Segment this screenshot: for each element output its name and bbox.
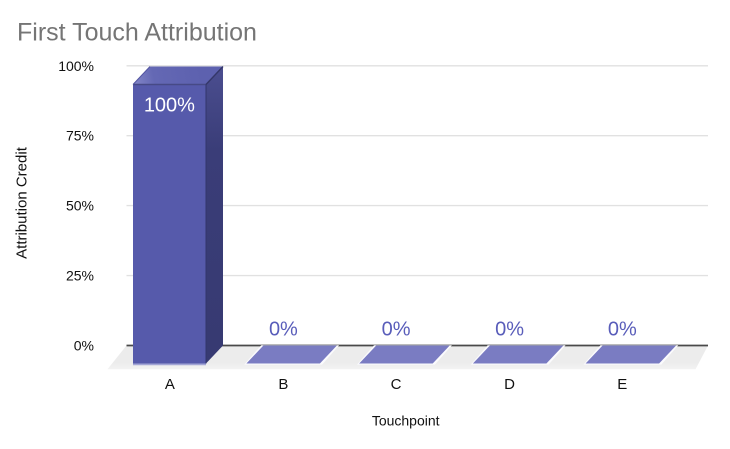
svg-text:0%: 0% xyxy=(269,319,298,341)
svg-text:Touchpoint: Touchpoint xyxy=(372,413,440,429)
svg-text:0%: 0% xyxy=(608,319,637,341)
svg-text:B: B xyxy=(278,376,288,393)
svg-text:Attribution Credit: Attribution Credit xyxy=(14,146,31,259)
svg-text:0%: 0% xyxy=(495,319,524,341)
svg-text:C: C xyxy=(391,376,402,393)
svg-text:First Touch Attribution: First Touch Attribution xyxy=(17,19,257,47)
svg-text:100%: 100% xyxy=(144,95,195,117)
svg-text:50%: 50% xyxy=(66,198,94,214)
svg-text:75%: 75% xyxy=(66,128,94,144)
svg-text:0%: 0% xyxy=(74,338,94,354)
svg-text:A: A xyxy=(165,376,175,393)
svg-text:0%: 0% xyxy=(382,319,411,341)
svg-text:100%: 100% xyxy=(58,58,94,74)
svg-text:D: D xyxy=(504,376,515,393)
svg-text:25%: 25% xyxy=(66,268,94,284)
svg-text:E: E xyxy=(617,376,627,393)
